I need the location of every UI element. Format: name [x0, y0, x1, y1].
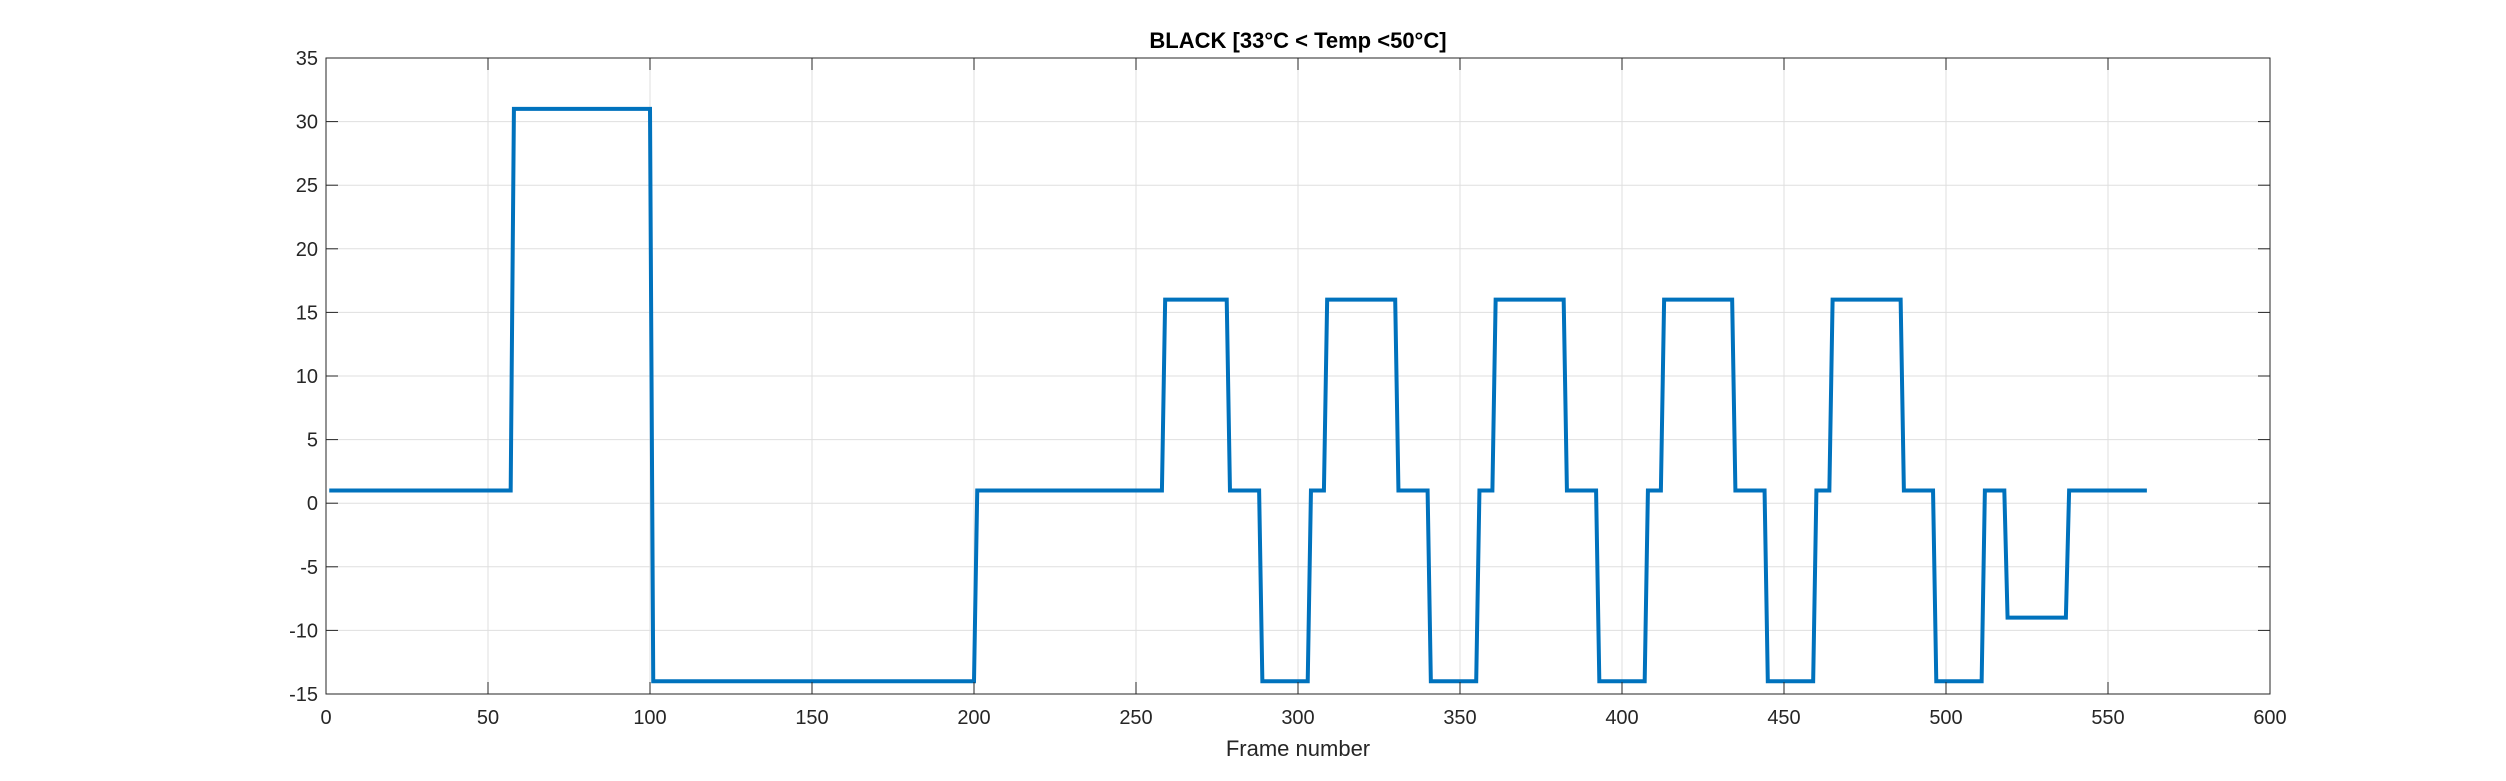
axis-ticks: 0 50 100 150 200 250 300 350 400 450 500 550 600-15-… — [289, 48, 2287, 729]
x-tick-label: 600 — [2253, 707, 2286, 729]
y-tick-label: -10 — [289, 620, 318, 642]
y-tick-label: -5 — [300, 557, 318, 579]
x-tick-label: 550 — [2091, 707, 2124, 729]
x-tick-label: 150 — [795, 707, 828, 729]
y-tick-label: -15 — [289, 684, 318, 706]
chart-title: BLACK [33°C < Temp <50°C] — [1149, 28, 1446, 53]
x-tick-label: 500 — [1929, 707, 1962, 729]
x-axis-label: Frame number — [1226, 736, 1370, 761]
x-tick-label: 350 — [1443, 707, 1476, 729]
x-tick-label: 50 — [477, 707, 499, 729]
series-layer — [329, 106, 2147, 684]
y-tick-label: 35 — [296, 48, 318, 70]
x-tick-label: 300 — [1281, 707, 1314, 729]
x-tick-label: 250 — [1119, 707, 1152, 729]
y-tick-label: 10 — [296, 366, 318, 388]
y-tick-label: 25 — [296, 175, 318, 197]
series-line-0 — [329, 106, 2147, 684]
y-tick-label: 15 — [296, 302, 318, 324]
x-tick-label: 400 — [1605, 707, 1638, 729]
x-tick-label: 200 — [957, 707, 990, 729]
x-tick-label: 0 — [320, 707, 331, 729]
y-tick-label: 0 — [307, 493, 318, 515]
y-tick-label: 30 — [296, 112, 318, 134]
y-tick-label: 5 — [307, 430, 318, 452]
x-tick-label: 100 — [633, 707, 666, 729]
x-tick-label: 450 — [1767, 707, 1800, 729]
y-tick-label: 20 — [296, 239, 318, 261]
